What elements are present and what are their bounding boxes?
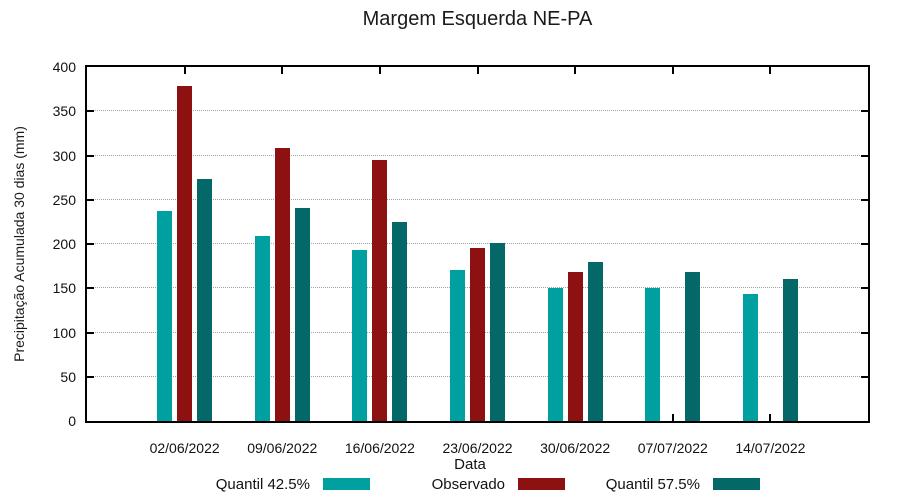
legend-swatch — [713, 478, 760, 490]
y-tick-mark — [861, 287, 868, 290]
y-tick-label: 50 — [60, 368, 76, 385]
y-tick-label: 300 — [52, 147, 76, 164]
plot-area — [85, 65, 870, 423]
bar — [392, 221, 408, 421]
y-tick-label: 250 — [52, 191, 76, 208]
bar — [547, 288, 563, 421]
bar — [352, 250, 368, 421]
y-axis-tick-labels: 0 50 100 150 200 250 300 350 400 — [0, 59, 76, 429]
y-tick-label: 200 — [52, 236, 76, 252]
gridline — [87, 154, 868, 156]
legend-swatch — [518, 478, 565, 490]
y-tick-mark — [861, 375, 868, 378]
x-tick-mark — [769, 67, 772, 74]
y-tick-label: 0 — [68, 413, 76, 429]
y-tick-mark — [861, 110, 868, 113]
bar — [470, 248, 485, 421]
y-tick-mark — [87, 331, 94, 334]
y-tick-mark — [87, 154, 94, 157]
legend-item: Quantil 42.5% — [60, 475, 370, 493]
y-tick-mark — [861, 198, 868, 201]
x-axis-tick-labels: 02/06/2022 09/06/2022 16/06/2022 23/06/2022… — [87, 440, 868, 458]
y-tick-mark — [87, 198, 94, 201]
x-tick-label: 09/06/2022 — [247, 440, 318, 456]
legend-label: Observado — [431, 475, 505, 493]
x-tick-mark — [671, 67, 674, 74]
bar — [490, 243, 505, 421]
y-tick-label: 100 — [52, 324, 76, 341]
y-tick-label: 400 — [52, 59, 76, 75]
y-tick-mark — [87, 110, 94, 113]
x-tick-mark — [378, 67, 381, 74]
y-tick-mark — [87, 287, 94, 290]
y-tick-mark — [861, 331, 868, 334]
bar — [294, 207, 310, 421]
x-tick-mark — [183, 67, 186, 74]
legend-swatch — [323, 478, 370, 490]
legend-item: Observado — [255, 475, 565, 493]
y-tick-mark — [861, 154, 868, 157]
bar — [645, 288, 661, 421]
bar — [177, 85, 193, 421]
gridline — [87, 243, 868, 244]
x-axis-label: Data — [454, 456, 486, 473]
bar — [782, 279, 798, 421]
x-tick-mark — [574, 67, 577, 74]
gridline — [87, 198, 868, 200]
x-tick-label: 02/06/2022 — [149, 440, 220, 456]
y-tick-mark — [87, 243, 94, 245]
x-tick-mark — [769, 414, 772, 421]
bar — [685, 272, 701, 421]
bar — [274, 148, 290, 421]
bar — [742, 294, 758, 421]
gridline — [87, 110, 868, 112]
bar — [254, 236, 270, 421]
legend-label: Quantil 57.5% — [605, 475, 700, 493]
legend-label: Quantil 42.5% — [215, 475, 310, 493]
x-tick-label: 23/06/2022 — [442, 440, 513, 456]
y-tick-mark — [861, 243, 868, 245]
x-tick-label: 30/06/2022 — [540, 440, 611, 456]
y-tick-label: 150 — [52, 280, 76, 297]
bar — [157, 211, 173, 421]
y-tick-mark — [87, 375, 94, 378]
x-tick-label: 07/07/2022 — [637, 440, 708, 456]
bar — [567, 272, 583, 421]
bar — [587, 261, 603, 421]
bar — [197, 179, 213, 421]
x-tick-mark — [671, 414, 674, 421]
bar — [372, 159, 388, 421]
x-tick-label: 16/06/2022 — [344, 440, 415, 456]
y-tick-label: 350 — [52, 103, 76, 120]
x-tick-mark — [281, 67, 284, 74]
x-tick-mark — [476, 67, 479, 74]
chart-title: Margem Esquerda NE-PA — [362, 8, 593, 30]
x-tick-label: 14/07/2022 — [735, 440, 806, 456]
bar — [450, 269, 465, 421]
legend-item: Quantil 57.5% — [450, 475, 760, 493]
